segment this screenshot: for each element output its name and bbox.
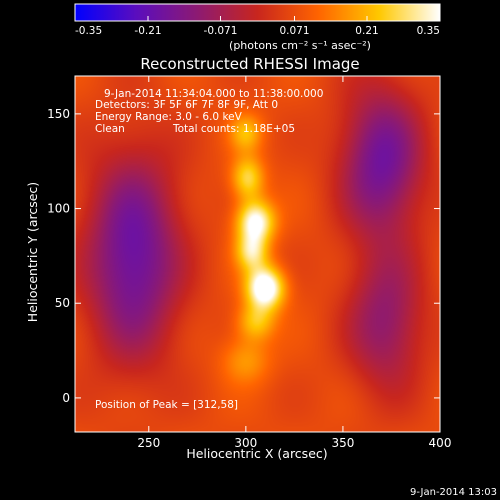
colorbar-gradient (74, 3, 441, 22)
footer-timestamp: 9-Jan-2014 13:03 (410, 487, 497, 498)
y-tick-label: 100 (47, 202, 70, 216)
chart-title: Reconstructed RHESSI Image (140, 55, 359, 73)
axis-ticks: 250 300 350 400 0 50 100 150 (47, 76, 451, 450)
plot-frame (74, 75, 441, 433)
y-tick-label: 0 (62, 391, 70, 405)
x-tick-label: 300 (234, 436, 257, 450)
colorbar-tick-label: -0.071 (204, 25, 238, 37)
detectors-annotation: Detectors: 3F 5F 6F 7F 8F 9F, Att 0 (95, 99, 278, 111)
x-tick-label: 250 (137, 436, 160, 450)
heatmap-image (75, 76, 440, 432)
x-axis-label: Heliocentric X (arcsec) (186, 446, 327, 461)
method-annotation: Clean (95, 123, 125, 135)
colorbar-tick-label: -0.35 (75, 25, 102, 37)
y-axis-label: Heliocentric Y (arcsec) (25, 182, 40, 322)
annotations: 9-Jan-2014 11:34:04.000 to 11:38:00.000 … (95, 88, 323, 411)
y-tick-label: 150 (47, 107, 70, 121)
x-tick-label: 400 (429, 436, 452, 450)
y-tick-label: 50 (55, 296, 70, 310)
peak-position-annotation: Position of Peak = [312,58] (95, 399, 238, 411)
plot-area: 250 300 350 400 0 50 100 150 (47, 75, 451, 450)
total-counts-annotation: Total counts: 1.18E+05 (172, 123, 295, 135)
colorbar-tick-label: 0.071 (279, 25, 309, 37)
colorbar-tick-label: 0.35 (417, 25, 440, 37)
colorbar-unit-label: (photons cm⁻² s⁻¹ asec⁻²) (229, 39, 371, 52)
energy-range-annotation: Energy Range: 3.0 - 6.0 keV (95, 111, 243, 123)
colorbar: -0.35 -0.21 -0.071 0.071 0.21 0.35 (photons c… (74, 3, 441, 52)
time-range-annotation: 9-Jan-2014 11:34:04.000 to 11:38:00.000 (104, 88, 323, 100)
colorbar-ticks: -0.35 -0.21 -0.071 0.071 0.21 0.35 (74, 16, 441, 37)
colorbar-tick-label: 0.21 (355, 25, 378, 37)
colorbar-tick-label: -0.21 (134, 25, 161, 37)
x-tick-label: 350 (331, 436, 354, 450)
